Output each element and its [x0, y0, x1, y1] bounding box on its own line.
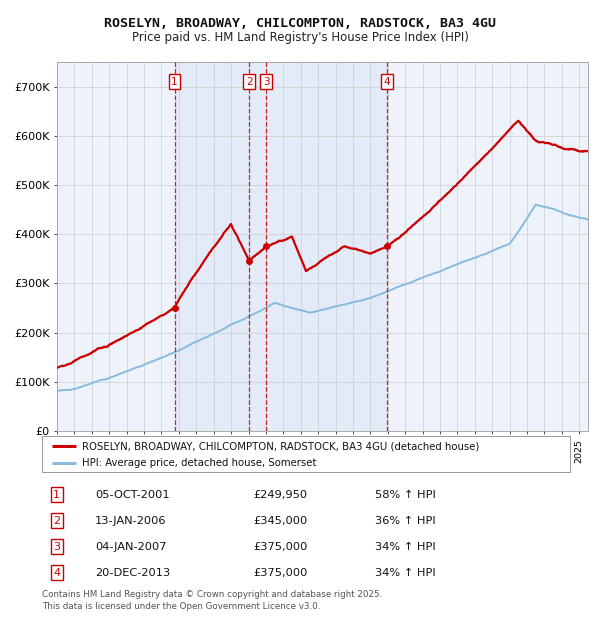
Text: Price paid vs. HM Land Registry's House Price Index (HPI): Price paid vs. HM Land Registry's House …: [131, 31, 469, 44]
Text: 04-JAN-2007: 04-JAN-2007: [95, 542, 166, 552]
Text: £375,000: £375,000: [253, 542, 308, 552]
Text: 1: 1: [171, 77, 178, 87]
Text: £345,000: £345,000: [253, 516, 307, 526]
Bar: [249, 62, 387, 431]
Text: 20-DEC-2013: 20-DEC-2013: [95, 568, 170, 578]
Text: 34% ↑ HPI: 34% ↑ HPI: [374, 568, 436, 578]
Text: Contains HM Land Registry data © Crown copyright and database right 2025.
This d: Contains HM Land Registry data © Crown c…: [42, 590, 382, 611]
Text: 58% ↑ HPI: 58% ↑ HPI: [374, 490, 436, 500]
Text: 34% ↑ HPI: 34% ↑ HPI: [374, 542, 436, 552]
Text: 36% ↑ HPI: 36% ↑ HPI: [374, 516, 436, 526]
Text: 3: 3: [53, 542, 60, 552]
Text: 05-OCT-2001: 05-OCT-2001: [95, 490, 169, 500]
Text: 2: 2: [53, 516, 61, 526]
Text: 2: 2: [246, 77, 253, 87]
Bar: [175, 62, 249, 431]
Text: 4: 4: [384, 77, 391, 87]
Text: ROSELYN, BROADWAY, CHILCOMPTON, RADSTOCK, BA3 4GU (detached house): ROSELYN, BROADWAY, CHILCOMPTON, RADSTOCK…: [82, 441, 479, 451]
Text: £375,000: £375,000: [253, 568, 308, 578]
Text: 4: 4: [53, 568, 61, 578]
Text: ROSELYN, BROADWAY, CHILCOMPTON, RADSTOCK, BA3 4GU: ROSELYN, BROADWAY, CHILCOMPTON, RADSTOCK…: [104, 17, 496, 30]
Text: 3: 3: [263, 77, 269, 87]
Text: 1: 1: [53, 490, 60, 500]
Text: 13-JAN-2006: 13-JAN-2006: [95, 516, 166, 526]
Text: HPI: Average price, detached house, Somerset: HPI: Average price, detached house, Some…: [82, 458, 316, 467]
Text: £249,950: £249,950: [253, 490, 307, 500]
